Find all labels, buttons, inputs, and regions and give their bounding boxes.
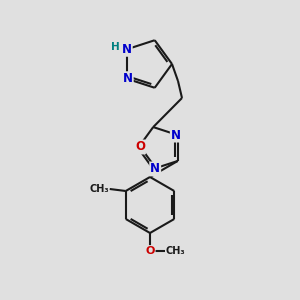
Text: N: N (150, 162, 160, 176)
Text: O: O (145, 246, 155, 256)
Text: CH₃: CH₃ (89, 184, 109, 194)
Text: O: O (135, 140, 145, 154)
Text: H: H (111, 42, 120, 52)
Text: N: N (171, 129, 181, 142)
Text: N: N (122, 43, 132, 56)
Text: CH₃: CH₃ (166, 246, 186, 256)
Text: N: N (123, 72, 133, 85)
